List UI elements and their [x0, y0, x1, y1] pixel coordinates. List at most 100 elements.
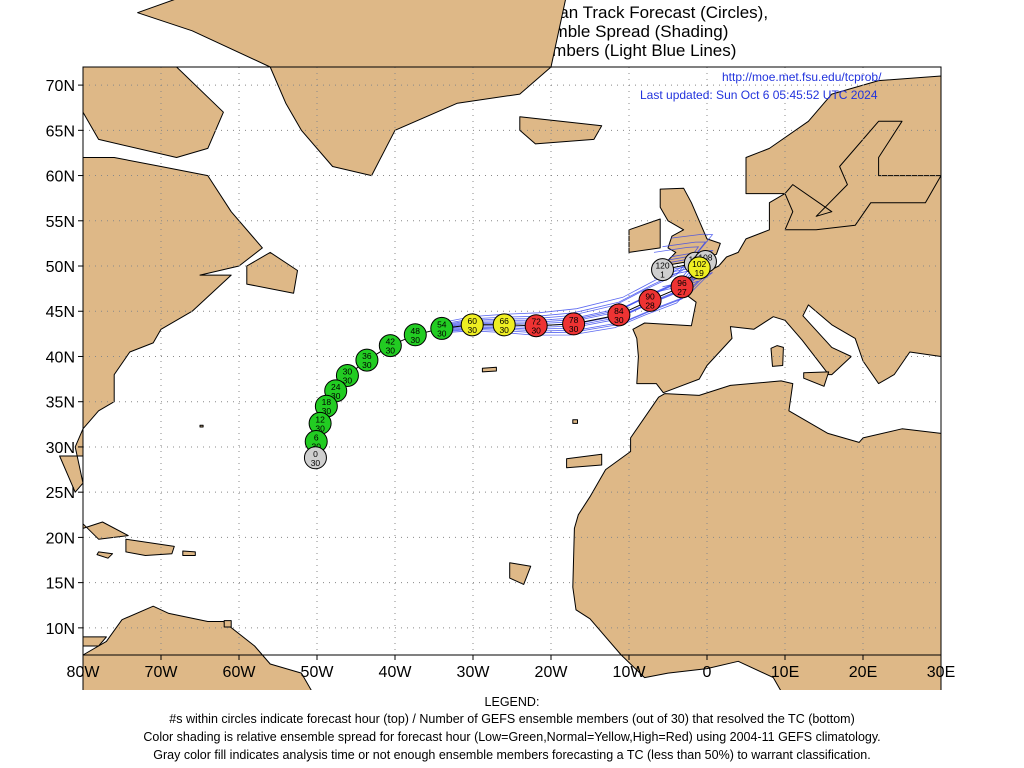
forecast-circle-90h	[638, 288, 662, 312]
legend-line-2: Color shading is relative ensemble sprea…	[143, 730, 881, 744]
y-tick-label: 15N	[46, 576, 75, 593]
member-count-label: 30	[569, 324, 579, 334]
forecast-circle-36h	[355, 348, 379, 372]
plot-frame	[82, 66, 942, 656]
forecast-hour-label: 36	[362, 351, 372, 361]
member-count-label: 30	[315, 423, 325, 433]
forecast-circle-60h	[460, 313, 484, 337]
land-hispaniola	[125, 538, 175, 556]
y-tick-label: 20N	[46, 530, 75, 547]
y-tick-label: 10N	[46, 621, 75, 638]
legend-heading: LEGEND:	[484, 695, 540, 709]
member-count-label: 30	[311, 458, 321, 468]
member-count-label: 30	[362, 360, 372, 370]
land-newfoundland	[246, 251, 298, 294]
forecast-hour-label: 84	[614, 306, 624, 316]
forecast-circle-78h	[562, 312, 586, 336]
forecast-hour-label: 18	[322, 397, 332, 407]
land-sardinia	[770, 345, 784, 367]
forecast-hour-label: 78	[569, 315, 579, 325]
forecast-circle-0h	[303, 446, 327, 470]
land-trinidad	[223, 620, 232, 628]
legend-line-1: #s within circles indicate forecast hour…	[169, 712, 855, 726]
land-jamaica	[96, 551, 114, 559]
x-tick-label: 60W	[223, 664, 257, 681]
forecast-hour-label: 90	[645, 291, 655, 301]
forecast-hour-label: 24	[331, 382, 341, 392]
y-tick-label: 25N	[46, 485, 75, 502]
forecast-hour-label: 66	[499, 316, 509, 326]
member-count-label: 1	[660, 270, 665, 280]
forecast-hour-label: 6	[314, 433, 319, 443]
legend-line-3: Gray color fill indicates analysis time …	[153, 748, 871, 762]
forecast-circle-120h	[651, 258, 675, 282]
member-count-label: 30	[614, 315, 624, 325]
y-tick-label: 45N	[46, 304, 75, 321]
land-madeira	[572, 419, 578, 424]
land-bermuda	[199, 424, 204, 428]
member-count-label: 30	[437, 328, 447, 338]
y-tick-label: 70N	[46, 78, 75, 95]
x-tick-label: 70W	[145, 664, 179, 681]
y-tick-label: 55N	[46, 214, 75, 231]
forecast-hour-label: 30	[343, 366, 353, 376]
forecast-hour-label: 96	[677, 278, 687, 288]
member-count-label: 28	[645, 300, 655, 310]
member-count-label: 30	[322, 406, 332, 416]
forecast-hour-label: 0	[313, 449, 318, 459]
y-tick-label: 30N	[46, 440, 75, 457]
x-tick-label: 50W	[301, 664, 335, 681]
forecast-hour-label: 54	[437, 319, 447, 329]
land-europe	[632, 75, 942, 394]
x-tick-label: 10W	[613, 664, 647, 681]
last-updated: Last updated: Sun Oct 6 05:45:52 UTC 202…	[640, 88, 878, 102]
x-tick-label: 20E	[849, 664, 877, 681]
y-tick-label: 60N	[46, 169, 75, 186]
land-sicily	[803, 371, 830, 387]
land-iceland	[519, 116, 603, 145]
land-azores	[481, 366, 497, 373]
x-tick-label: 30W	[457, 664, 491, 681]
forecast-hour-label: 60	[467, 316, 477, 326]
member-count-label: 30	[331, 391, 341, 401]
forecast-circle-48h	[403, 323, 427, 347]
y-tick-label: 65N	[46, 123, 75, 140]
member-count-label: 30	[386, 346, 396, 356]
forecast-circle-30h	[335, 363, 359, 387]
x-tick-label: 80W	[67, 664, 101, 681]
forecast-circle-66h	[492, 313, 516, 337]
land-africa	[572, 380, 942, 690]
forecast-circle-96h	[670, 275, 694, 299]
member-count-label: 19	[694, 268, 704, 278]
member-count-label: 27	[677, 287, 687, 297]
forecast-hour-label: 48	[411, 326, 421, 336]
forecast-circle-102h	[687, 256, 711, 280]
land-cape-verde	[509, 562, 532, 585]
forecast-circle-72h	[524, 314, 548, 338]
land-baffin-island	[82, 66, 224, 158]
x-tick-label: 30E	[927, 664, 955, 681]
x-tick-label: 40W	[379, 664, 413, 681]
forecast-hour-label: 120	[655, 261, 669, 271]
forecast-hour-label: 102	[692, 259, 706, 269]
track-map-chart: 80W 70W 60W 50W 40W 30W 20W 10W 0 10E 20E 30E 10N 15N…	[46, 0, 955, 690]
y-tick-label: 35N	[46, 395, 75, 412]
forecast-hour-label: 108	[698, 252, 712, 262]
x-tick-label: 10E	[771, 664, 799, 681]
x-tick-label: 0	[703, 664, 712, 681]
forecast-hour-label: 72	[531, 317, 541, 327]
member-count-label: 30	[343, 375, 353, 385]
member-count-label: 30	[531, 326, 541, 336]
forecast-circle-84h	[607, 303, 631, 327]
member-count-label: 30	[467, 325, 477, 335]
member-count-label: 30	[411, 335, 421, 345]
land-north-america	[59, 157, 263, 493]
land-south-america	[82, 605, 312, 690]
forecast-hour-label: 12	[315, 414, 325, 424]
land-canaries	[566, 453, 603, 469]
land-puerto-rico	[182, 550, 196, 556]
forecast-circle-54h	[430, 316, 454, 340]
forecast-hour-label: 42	[386, 337, 396, 347]
site-url[interactable]: http://moe.met.fsu.edu/tcprob/	[722, 70, 882, 84]
x-tick-label: 20W	[535, 664, 569, 681]
